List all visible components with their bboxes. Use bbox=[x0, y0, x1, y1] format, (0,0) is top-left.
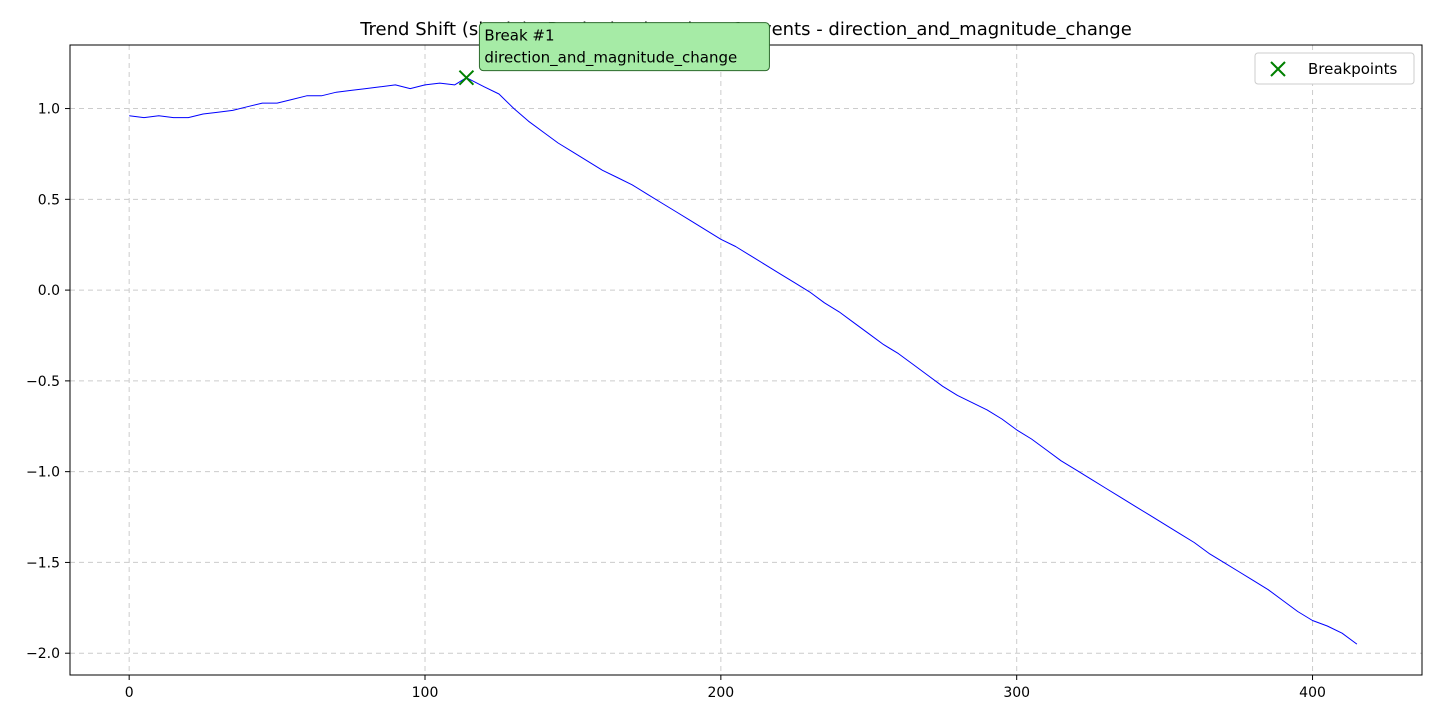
y-tick-label: −1.0 bbox=[26, 465, 60, 481]
breakpoint-marker bbox=[458, 69, 475, 86]
breakpoint-annotation-box bbox=[478, 22, 770, 72]
y-tick-label: −2.0 bbox=[26, 646, 60, 662]
y-tick-label: 0.0 bbox=[38, 283, 60, 299]
grid bbox=[70, 45, 1422, 675]
y-tick-label: 0.5 bbox=[38, 192, 60, 208]
plot-frame bbox=[69, 44, 1423, 676]
legend-box bbox=[1254, 52, 1415, 85]
series-layer bbox=[129, 77, 1358, 645]
y-tick-label: 1.0 bbox=[38, 102, 60, 118]
y-tick-label: −0.5 bbox=[26, 374, 60, 390]
x-tick-label: 100 bbox=[412, 685, 439, 701]
y-tick-label: −1.5 bbox=[26, 555, 60, 571]
breakpoint-layer: Break #1 direction_and_magnitude_change bbox=[458, 22, 770, 86]
breakpoint-annotation-detail: direction_and_magnitude_change bbox=[484, 49, 737, 68]
breakpoint-annotation-label: Break #1 bbox=[484, 27, 554, 45]
x-tick-label: 400 bbox=[1299, 685, 1326, 701]
x-tick-label: 300 bbox=[1003, 685, 1030, 701]
legend-breakpoints-label: Breakpoints bbox=[1308, 60, 1397, 78]
series-line bbox=[129, 77, 1358, 645]
x-tick-label: 200 bbox=[707, 685, 734, 701]
axis-ticks: 0 100 200 300 400 1.0 0.5 0.0 −0.5 −1.0 −1.5 −2.0 bbox=[26, 102, 1326, 701]
legend-breakpoints-marker bbox=[1270, 61, 1286, 77]
legend: Breakpoints bbox=[1254, 52, 1415, 85]
x-tick-label: 0 bbox=[125, 685, 134, 701]
